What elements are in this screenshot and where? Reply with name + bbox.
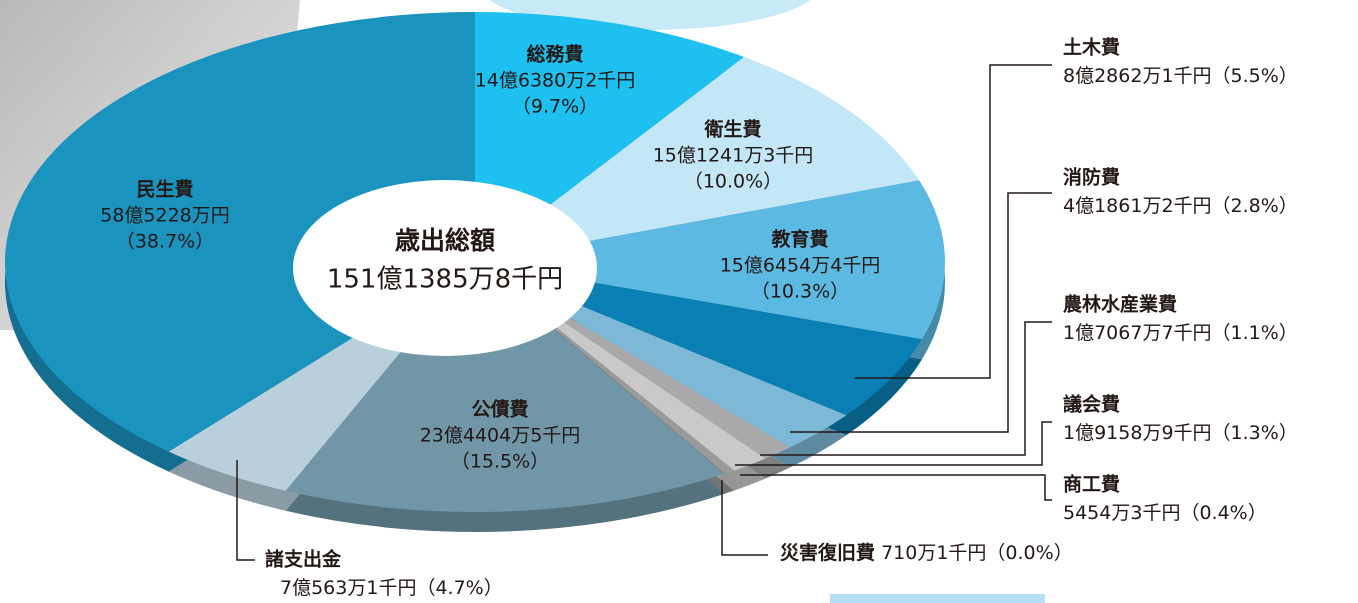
slice-label: 5454万3千円（0.4%） — [1063, 502, 1267, 524]
slice-amount: 5454万3千円 — [1063, 502, 1180, 524]
slice-name: 議会費 — [1063, 393, 1120, 416]
slice-percent: （0.0%） — [986, 542, 1072, 564]
slice-name: 商工費 — [1063, 473, 1120, 496]
slice-percent: （4.7%） — [416, 577, 502, 599]
slice-label: 1億9158万9千円（1.3%） — [1063, 422, 1298, 444]
slice-amount: 14億6380万2千円 — [475, 70, 636, 92]
slice-name: 諸支出金 — [265, 548, 342, 571]
leader-line — [760, 321, 1052, 456]
slice-name: 災害復旧費 — [780, 541, 875, 564]
slice-percent: （2.8%） — [1212, 195, 1298, 217]
slice-percent: （1.1%） — [1212, 322, 1298, 344]
pie-slice — [475, 180, 945, 340]
pie-slice — [474, 261, 725, 475]
slice-name: 公債費 — [471, 398, 528, 421]
center-total: 151億1385万8千円 — [327, 265, 563, 295]
slice-label: 災害復旧費 710万1千円（0.0%） — [780, 541, 1073, 564]
slice-percent: （5.5%） — [1212, 65, 1298, 87]
center-title: 歳出総額 — [395, 226, 495, 255]
slice-name: 民生費 — [136, 178, 193, 201]
leader-line — [735, 421, 1052, 466]
pie-slice — [4, 12, 475, 452]
slice-percent: （10.3%） — [751, 281, 849, 303]
leader-line — [740, 474, 1052, 501]
slice-name: 教育費 — [771, 228, 828, 251]
slice-name: 土木費 — [1063, 36, 1120, 59]
center-hole — [293, 180, 597, 356]
slice-percent: （9.7%） — [512, 96, 598, 118]
pie-slice — [475, 12, 745, 262]
slice-amount: 7億563万1千円 — [280, 577, 416, 599]
slice-label: 1億7067万7千円（1.1%） — [1063, 322, 1298, 344]
slice-amount: 710万1千円 — [881, 542, 986, 564]
slice-percent: （15.5%） — [451, 451, 549, 473]
slice-label: 7億563万1千円（4.7%） — [280, 577, 503, 599]
slice-amount: 58億5228万円 — [100, 205, 230, 227]
slice-amount: 8億2862万1千円 — [1063, 65, 1212, 87]
slice-amount: 1億9158万9千円 — [1063, 422, 1212, 444]
slice-label: 8億2862万1千円（5.5%） — [1063, 65, 1298, 87]
slice-name: 総務費 — [526, 43, 583, 66]
slice-name: 農林水産業費 — [1063, 293, 1177, 316]
slice-amount: 4億1861万2千円 — [1063, 195, 1212, 217]
slice-amount: 1億7067万7千円 — [1063, 322, 1212, 344]
leader-line — [721, 480, 768, 556]
leader-line — [236, 460, 255, 561]
pie-slice — [475, 262, 922, 416]
slice-percent: （38.7%） — [116, 231, 214, 253]
slice-amount: 15億6454万4千円 — [720, 255, 881, 277]
pie-slice — [285, 262, 725, 513]
slice-percent: （0.4%） — [1180, 502, 1266, 524]
pie-slice — [475, 57, 920, 262]
slice-amount: 15億1241万3千円 — [653, 145, 814, 167]
slice-percent: （1.3%） — [1212, 422, 1298, 444]
slice-name: 消防費 — [1063, 166, 1120, 189]
slice-name: 衛生費 — [703, 118, 761, 141]
slice-percent: （10.0%） — [684, 171, 782, 193]
leader-line — [790, 192, 1052, 433]
slice-amount: 23億4404万5千円 — [420, 425, 581, 447]
leader-line — [855, 64, 1052, 379]
slice-label: 4億1861万2千円（2.8%） — [1063, 195, 1298, 217]
background-box — [830, 594, 1045, 603]
